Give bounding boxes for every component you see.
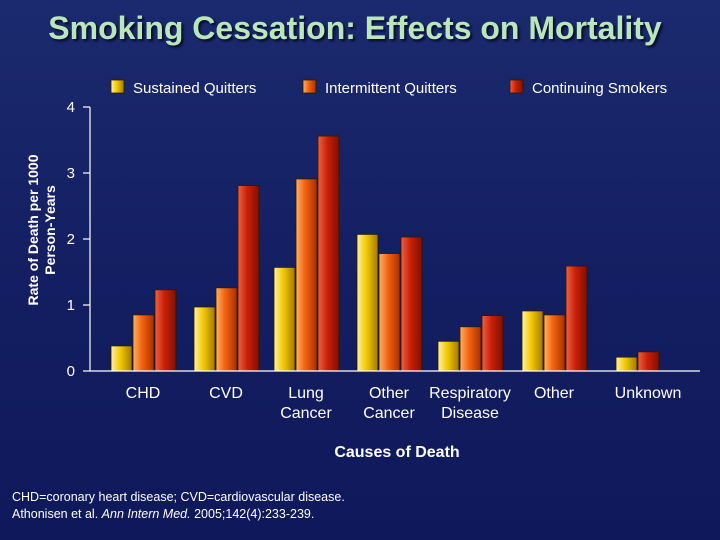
bar	[565, 265, 588, 372]
y-tick-label: 4	[67, 99, 75, 116]
x-tick-label: Other	[534, 385, 575, 402]
bars	[110, 135, 660, 372]
citation-authors: Athonisen et al.	[12, 507, 99, 521]
bar	[273, 266, 296, 372]
bar	[521, 310, 544, 372]
y-tick-label: 0	[67, 363, 75, 380]
footnote-abbreviations: CHD=coronary heart disease; CVD=cardiova…	[12, 490, 345, 504]
x-tick-label-line: Cancer	[280, 405, 332, 422]
bar	[110, 345, 133, 372]
bar	[237, 185, 260, 372]
x-tick-label-line: Other	[534, 385, 575, 402]
x-tick-label-line: Lung	[288, 385, 324, 402]
y-axis-title: Rate of Death per 1000Person-Years	[25, 154, 58, 305]
y-axis: 0 1 2 3 4	[67, 99, 91, 380]
y-axis-title-line: Rate of Death per 1000	[25, 154, 41, 305]
bar	[543, 314, 566, 372]
bar	[637, 351, 660, 372]
x-tick-label: CHD	[126, 385, 161, 402]
x-tick-label-line: Other	[369, 385, 410, 402]
legend-swatch	[302, 79, 317, 94]
legend-label: Intermittent Quitters	[325, 80, 457, 97]
bar	[193, 306, 216, 372]
x-tick-label-line: Disease	[441, 405, 499, 422]
x-tick-label: Respiratory Disease	[429, 385, 511, 422]
bar	[215, 287, 238, 372]
bar	[481, 315, 504, 372]
bar	[437, 340, 460, 372]
bar	[154, 289, 177, 372]
y-tick-label: 3	[67, 165, 75, 182]
bar	[400, 236, 423, 372]
slide-title: Smoking Cessation: Effects on Mortality	[48, 10, 662, 46]
x-tick-label-line: CVD	[209, 385, 243, 402]
x-tick-label-line: Respiratory	[429, 385, 511, 402]
y-axis-label: Rate of Death per 1000Person-Years	[25, 154, 58, 305]
citation-journal: Ann Intern Med.	[101, 507, 191, 521]
x-axis-title: Causes of Death	[334, 444, 459, 461]
legend-swatch	[110, 79, 125, 94]
x-tick-label-line: Unknown	[615, 385, 682, 402]
y-axis-title-line: Person-Years	[42, 185, 58, 275]
x-tick-label-line: Cancer	[363, 405, 415, 422]
bar	[378, 253, 401, 372]
citation-details: 2005;142(4):233-239.	[194, 507, 315, 521]
bar	[615, 356, 638, 372]
x-tick-label: Other Cancer	[363, 385, 415, 422]
y-tick-label: 1	[67, 297, 75, 314]
x-tick-label-line: CHD	[126, 385, 161, 402]
bar	[132, 314, 155, 372]
legend-label: Sustained Quitters	[133, 80, 256, 97]
legend-swatch	[509, 79, 524, 94]
x-tick-label: Lung Cancer	[280, 385, 332, 422]
legend-label: Continuing Smokers	[532, 80, 667, 97]
x-axis: CHD CVD Lung Cancer Other Cancer Respiratory Di…	[90, 370, 700, 422]
bar	[459, 326, 482, 372]
footnote-citation: Athonisen et al. Ann Intern Med. 2005;14…	[12, 507, 314, 521]
bar	[356, 233, 379, 372]
bar	[295, 178, 318, 372]
x-tick-label: Unknown	[615, 385, 682, 402]
bar	[317, 135, 340, 372]
x-tick-label: CVD	[209, 385, 243, 402]
legend: Sustained Quitters Intermittent Quitters C…	[110, 79, 667, 97]
y-tick-label: 2	[67, 231, 75, 248]
